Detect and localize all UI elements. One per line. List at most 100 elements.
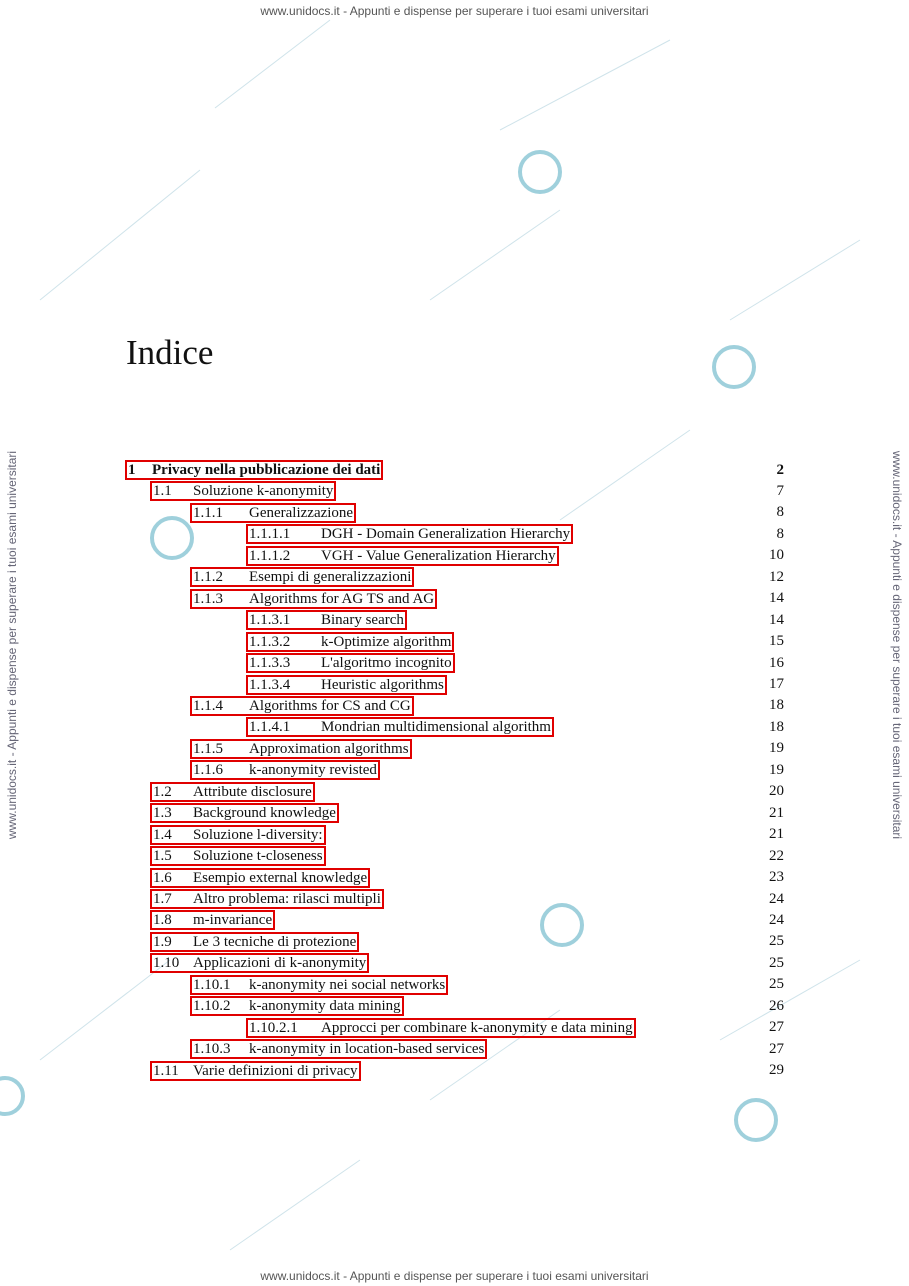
entry-title: Applicazioni di k-anonymity — [193, 955, 367, 972]
entry-title: Attribute disclosure — [193, 783, 312, 800]
dot-leader — [374, 867, 750, 888]
toc-row: 1.1.1.1 DGH - Domain Generalization Hiera… — [246, 524, 784, 545]
toc-link[interactable]: 1.7 Altro problema: rilasci multipli — [150, 889, 384, 909]
toc-link[interactable]: 1.1.3.2 k-Optimize algorithm — [246, 631, 455, 652]
toc-row: 1.1 Soluzione k-anonymity 7 — [150, 481, 784, 502]
toc-link[interactable]: 1.10 Applicazioni di k-anonymity — [150, 953, 370, 974]
page-number: 27 — [769, 1040, 784, 1057]
toc-row: 1.1.1 Generalizzazione 8 — [190, 502, 785, 523]
toc-link[interactable]: 1.1.2 Esempi di generalizzazioni — [190, 567, 415, 588]
entry-title: Soluzione k-anonymity — [193, 483, 334, 500]
dot-leader — [639, 1017, 750, 1038]
entry-number: 1.3 — [153, 805, 172, 822]
entry-number: 1.1.5 — [193, 740, 223, 757]
toc-row: 1.1.5 Approximation algorithms 19 — [190, 738, 784, 759]
toc-link[interactable]: 1.9 Le 3 tecniche di protezione — [150, 931, 360, 952]
page-number: 14 — [769, 611, 784, 628]
page-number: 29 — [769, 1062, 784, 1079]
toc-row: 1.6 Esempio external knowledge 23 — [150, 867, 784, 888]
page-number: 25 — [769, 954, 784, 971]
entry-number: 1.1.4.1 — [249, 719, 291, 736]
page-number: 21 — [769, 804, 784, 821]
toc-row: 1.1.1.2 VGH - Value Generalization Hierar… — [246, 545, 784, 566]
dot-leader — [363, 931, 750, 952]
toc-link[interactable]: 1.1.3.1 Binary search — [246, 610, 407, 631]
entry-title: Approcci per combinare k-anonymity e dat… — [321, 1019, 633, 1036]
entry-title: k-anonymity revisted — [249, 762, 377, 779]
page-number: 25 — [769, 933, 784, 950]
entry-title: Approximation algorithms — [249, 740, 409, 757]
toc-link[interactable]: 1.6 Esempio external knowledge — [150, 867, 371, 888]
toc-link[interactable]: 1.1.4 Algorithms for CS and CG — [190, 695, 414, 716]
toc-link[interactable]: 1.5 Soluzione t-closeness — [150, 846, 326, 867]
toc-link[interactable]: 1.3 Background knowledge — [150, 803, 339, 824]
entry-title: Heuristic algorithms — [321, 676, 444, 693]
toc-link[interactable]: 1.1.4.1 Mondrian multidimensional algorit… — [246, 717, 554, 738]
entry-title: Background knowledge — [193, 805, 336, 822]
page-number: 17 — [769, 676, 784, 692]
entry-number: 1.1.3.2 — [249, 633, 291, 650]
toc-row: 1.1.4 Algorithms for CS and CG 18 — [190, 695, 784, 716]
watermark-bottom: www.unidocs.it - Appunti e dispense per … — [260, 1269, 649, 1283]
entry-number: 1.6 — [153, 869, 172, 886]
dot-leader — [383, 760, 750, 781]
toc-link[interactable]: 1.4 Soluzione l-diversity: — [150, 824, 326, 845]
entry-number: 1.1.2 — [193, 569, 223, 586]
page-number: 26 — [769, 997, 784, 1014]
entry-number: 1.10.1 — [193, 976, 231, 993]
entry-title: DGH - Domain Generalization Hierarchy — [321, 526, 571, 543]
page-number: 8 — [776, 504, 785, 521]
toc-row: 1.1.3.3 L'algoritmo incognito 16 — [246, 653, 784, 674]
toc-link[interactable]: 1.1.6 k-anonymity revisted — [190, 760, 380, 781]
toc-row: 1.1.3.1 Binary search 14 — [246, 610, 784, 631]
entry-title: Algorithms for CS and CG — [249, 697, 411, 714]
toc-link[interactable]: 1.2 Attribute disclosure — [150, 781, 315, 802]
dot-leader — [318, 781, 750, 802]
toc-link[interactable]: 1.1.5 Approximation algorithms — [190, 738, 412, 759]
entry-title: VGH - Value Generalization Hierarchy — [321, 547, 556, 564]
entry-title: Generalizzazione — [249, 504, 354, 521]
entry-number: 1.10.2.1 — [249, 1019, 298, 1036]
entry-number: 1.1.6 — [193, 762, 223, 779]
toc-link[interactable]: 1.11 Varie definizioni di privacy — [150, 1060, 361, 1081]
dot-leader — [452, 974, 750, 995]
dot-leader — [415, 738, 750, 759]
entry-title: Altro problema: rilasci multipli — [193, 891, 381, 907]
page-number: 15 — [769, 633, 784, 650]
page-number: 18 — [769, 697, 784, 714]
entry-number: 1.1.3.3 — [249, 655, 291, 672]
toc-link[interactable]: 1.10.1 k-anonymity nei social networks — [190, 974, 449, 995]
entry-title: Le 3 tecniche di protezione — [193, 933, 357, 950]
entry-title: L'algoritmo incognito — [321, 655, 452, 672]
toc-link[interactable]: 1.10.2.1 Approcci per combinare k-anonymi… — [246, 1017, 636, 1038]
toc-link[interactable]: 1.1.3 Algorithms for AG TS and AG — [190, 588, 438, 609]
toc-row: 1.10.1 k-anonymity nei social networks 25 — [190, 974, 784, 995]
toc-row: 1.10.3 k-anonymity in location-based serv… — [190, 1039, 784, 1060]
toc-link[interactable]: 1.8 m-invariance — [150, 910, 276, 931]
toc-link[interactable]: 1.1.1.2 VGH - Value Generalization Hierar… — [246, 545, 559, 566]
page-number: 23 — [769, 869, 784, 886]
toc-link[interactable]: 1.10.2 k-anonymity data mining — [190, 996, 404, 1017]
dot-leader — [340, 481, 750, 502]
entry-number: 1.9 — [153, 933, 172, 950]
page-number: 2 — [776, 461, 785, 478]
toc-link[interactable]: 1.1.1.1 DGH - Domain Generalization Hiera… — [246, 524, 574, 545]
toc-row: 1.3 Background knowledge 21 — [150, 803, 784, 824]
toc-row: 1.9 Le 3 tecniche di protezione 25 — [150, 931, 784, 952]
toc-link[interactable]: 1 Privacy nella pubblicazione dei dati — [125, 460, 384, 480]
toc-link[interactable]: 1.1.3.3 L'algoritmo incognito — [246, 653, 455, 674]
toc-link[interactable]: 1.10.3 k-anonymity in location-based serv… — [190, 1039, 488, 1060]
dot-leader — [329, 824, 750, 845]
page-number: 24 — [769, 890, 784, 907]
toc-link[interactable]: 1.1 Soluzione k-anonymity — [150, 481, 337, 502]
dot-leader — [450, 674, 750, 695]
toc-link[interactable]: 1.1.1 Generalizzazione — [190, 502, 357, 523]
entry-title: Esempi di generalizzazioni — [249, 569, 412, 586]
toc-row: 1.4 Soluzione l-diversity: 21 — [150, 824, 784, 845]
dot-leader — [577, 524, 750, 545]
toc-link[interactable]: 1.1.3.4 Heuristic algorithms — [246, 674, 447, 695]
entry-title: Binary search — [321, 612, 404, 629]
entry-number: 1.1.3.4 — [249, 676, 291, 693]
page-number: 27 — [769, 1019, 784, 1036]
